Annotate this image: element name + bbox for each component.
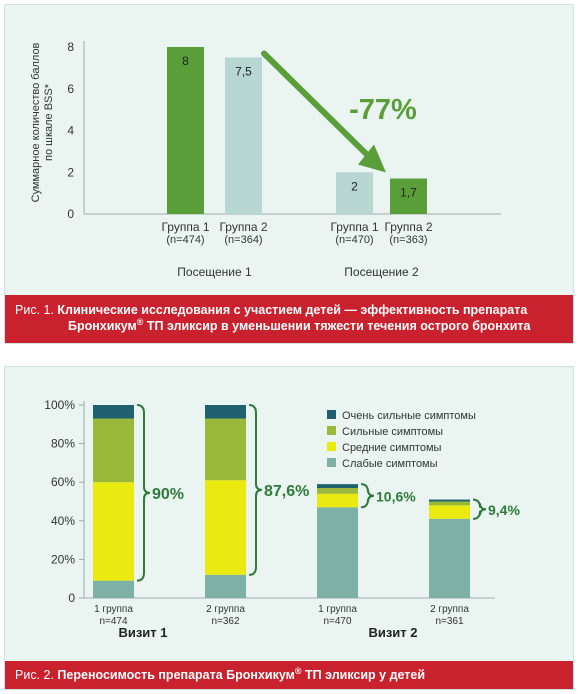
caption-1-line-2-rest: ТП эликсир в уменьшении тяжести течения … [143, 319, 531, 333]
y-tick-label: 60% [51, 475, 75, 489]
bar-segment [205, 405, 246, 419]
bar-value-label: 8 [182, 54, 189, 68]
legend-swatch [327, 458, 336, 467]
bar-segment [429, 518, 470, 598]
bar-segment [93, 418, 134, 483]
bar-value-label: 2 [351, 179, 358, 193]
bracket [248, 404, 263, 576]
x-category-label: 2 группа [206, 604, 245, 615]
bar-segment [429, 499, 470, 502]
y-tick-label: 100% [44, 398, 75, 412]
legend-swatch [327, 442, 336, 451]
y-tick-label: 2 [67, 165, 74, 179]
y-tick-label: 0 [67, 207, 74, 221]
trend-annotation-label: -77% [349, 94, 417, 126]
y-axis-label: Суммарное количество балловпо шкале BSS* [30, 42, 55, 202]
bar-segment [429, 505, 470, 519]
chart-1: 0 2 4 6 8 Суммарное количество балловпо шкале… [30, 40, 501, 279]
figure-2-caption: Рис. 2. Переносимость препарата Бронхику… [5, 661, 573, 689]
bracket [472, 498, 487, 520]
trend-arrow-head [358, 144, 386, 173]
y-tick-label: 20% [51, 552, 75, 566]
y-tick-label: 80% [51, 437, 75, 451]
legend-label: Слабые симптомы [342, 458, 438, 470]
bar-segment [317, 484, 358, 488]
y-tick-label: 4 [67, 124, 74, 138]
bar [167, 47, 204, 214]
x-category-n-label: (n=470) [335, 234, 373, 246]
bar-segment [93, 405, 134, 419]
bar-segment [317, 493, 358, 508]
y-axis-label-line: Суммарное количество баллов [30, 42, 42, 202]
y-tick-label: 40% [51, 514, 75, 528]
caption-1-line-1: Клинические исследования с участием дете… [57, 303, 528, 317]
caption-2-text: Переносимость препарата Бронхикум [57, 668, 295, 682]
x-category-label: 1 группа [318, 604, 357, 615]
bar [336, 172, 373, 214]
caption-2-registered-mark: ® [294, 665, 302, 676]
caption-1-line-2: Бронхикум® ТП эликсир в уменьшении тяжес… [15, 316, 563, 334]
caption-1-registered-mark: ® [136, 316, 144, 327]
x-category-n-label: n=470 [323, 616, 352, 627]
legend-swatch [327, 426, 336, 435]
bar-segment [93, 482, 134, 581]
bar-segment [429, 501, 470, 506]
x-category-label: 2 группа [430, 604, 469, 615]
bar [390, 178, 427, 214]
y-tick-label: 8 [67, 40, 74, 54]
x-group-label: Визит 2 [368, 625, 417, 640]
bracket [360, 483, 375, 509]
x-category-n-label: n=474 [99, 616, 128, 627]
x-category-label: Группа 1 [330, 220, 378, 234]
x-category-label: Группа 1 [161, 220, 209, 234]
x-category-n-label: (n=364) [224, 234, 262, 246]
x-group-label: Визит 1 [118, 625, 167, 640]
caption-2-text-rest: ТП эликсир у детей [301, 668, 426, 682]
bracket-total-label: 90% [152, 486, 184, 503]
figure-2-panel: 0 20% 40% 60% 80% 100% 1 группа n=474 90% 2 групп… [4, 366, 574, 690]
caption-1-brand: Бронхикум [68, 319, 137, 333]
x-category-label: Группа 2 [219, 220, 267, 234]
bracket-total-label: 87,6% [264, 483, 309, 500]
x-group-label: Посещение 2 [344, 265, 419, 279]
bar-value-label: 7,5 [235, 64, 252, 78]
bar-value-label: 1,7 [400, 186, 417, 200]
y-axis-label-line: по шкале BSS* [43, 83, 55, 161]
bracket-total-label: 10,6% [376, 489, 416, 505]
bar-segment [205, 480, 246, 575]
bar [225, 57, 262, 214]
bar-segment [205, 574, 246, 598]
bracket [136, 404, 151, 582]
x-category-n-label: (n=363) [389, 234, 427, 246]
legend-label: Сильные симптомы [342, 426, 443, 438]
x-category-n-label: n=362 [211, 616, 240, 627]
trend-arrow-shaft [261, 50, 375, 163]
x-category-label: 1 группа [94, 604, 133, 615]
y-tick-label: 0 [68, 591, 75, 605]
x-category-label: Группа 2 [384, 220, 432, 234]
legend-label: Очень сильные симптомы [342, 410, 476, 422]
bar-segment [93, 580, 134, 598]
caption-2-prefix: Рис. 2. [15, 668, 58, 682]
x-category-n-label: n=361 [435, 616, 464, 627]
figure-1-panel: 0 2 4 6 8 Суммарное количество балловпо шкале… [4, 4, 574, 344]
bracket-total-label: 9,4% [488, 502, 520, 518]
bar-segment [317, 507, 358, 598]
y-tick-label: 6 [67, 82, 74, 96]
legend-label: Средние симптомы [342, 442, 442, 454]
x-group-label: Посещение 1 [177, 265, 252, 279]
figure-1-caption: Рис. 1. Клинические исследования с участ… [5, 295, 573, 343]
caption-1-prefix: Рис. 1. [15, 303, 58, 317]
bar-segment [317, 487, 358, 494]
bar-segment [205, 418, 246, 481]
x-category-n-label: (n=474) [166, 234, 204, 246]
legend-swatch [327, 410, 336, 419]
